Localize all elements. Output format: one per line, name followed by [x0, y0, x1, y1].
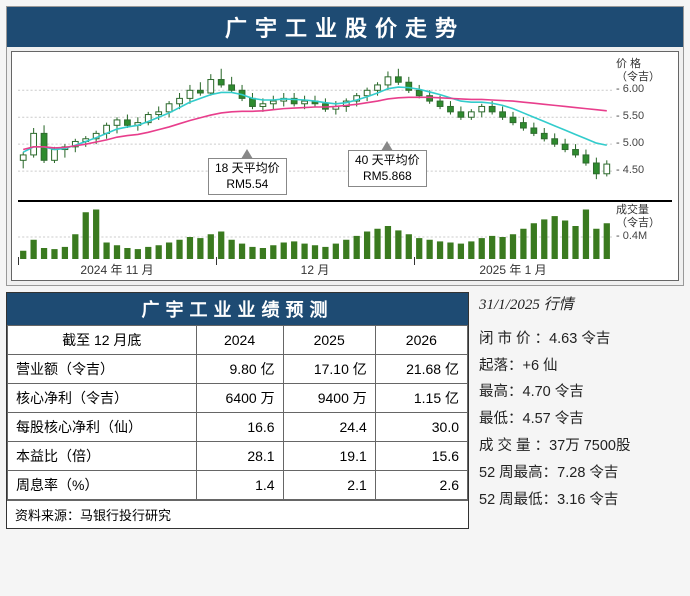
row-value: 24.4 [283, 413, 375, 442]
row-value: 1.4 [196, 471, 283, 500]
row-value: 19.1 [283, 442, 375, 471]
ma40-label-value: RM5.868 [355, 169, 420, 185]
price-ytick: - 5.00 [616, 137, 644, 149]
forecast-table-title: 广宇工业业绩预测 [7, 293, 468, 325]
volume-ytick: - 0.4M [616, 230, 647, 242]
quote-panel: 31/1/2025 行情 闭 市 价 ：4.63 令吉起落：+6 仙最高：4.7… [479, 292, 684, 529]
quote-line: 闭 市 价 ：4.63 令吉 [479, 326, 684, 353]
forecast-source: 资料来源：马银行投行研究 [7, 500, 468, 528]
x-tick: 12 月 [216, 261, 414, 278]
row-value: 2.1 [283, 471, 375, 500]
chart-divider [18, 200, 672, 202]
table-header: 2026 [375, 326, 467, 355]
table-row: 核心净利（令吉）6400 万9400 万1.15 亿 [8, 384, 468, 413]
chart-container: 18 天平均价 RM5.54 40 天平均价 RM5.868 价 格 （令吉） … [11, 51, 679, 281]
table-header: 截至 12 月底 [8, 326, 197, 355]
price-ytick: - 5.50 [616, 110, 644, 122]
row-label: 营业额（令吉） [8, 355, 197, 384]
row-value: 21.68 亿 [375, 355, 467, 384]
forecast-table: 截至 12 月底202420252026 营业额（令吉）9.80 亿17.10 … [7, 325, 468, 500]
quote-line: 起落：+6 仙 [479, 353, 684, 380]
row-value: 9.80 亿 [196, 355, 283, 384]
volume-chart [18, 204, 612, 259]
volume-y-axis: 成交量 （令吉） - 0.4M [612, 204, 672, 259]
quote-line: 成 交 量 ：37万 7500股 [479, 433, 684, 460]
x-tick: 2024 年 11 月 [18, 261, 216, 278]
table-header: 2025 [283, 326, 375, 355]
price-ytick: - 6.00 [616, 83, 644, 95]
row-label: 周息率（%） [8, 471, 197, 500]
row-value: 15.6 [375, 442, 467, 471]
ma18-label-value: RM5.54 [215, 177, 280, 193]
ma18-annotation: 18 天平均价 RM5.54 [208, 158, 287, 195]
quote-line: 最低：4.57 令吉 [479, 406, 684, 433]
table-header: 2024 [196, 326, 283, 355]
row-value: 17.10 亿 [283, 355, 375, 384]
table-row: 每股核心净利（仙）16.624.430.0 [8, 413, 468, 442]
x-axis: 2024 年 11 月12 月2025 年 1 月 [18, 259, 672, 278]
ma40-label-title: 40 天平均价 [355, 153, 420, 169]
vol-axis-label-1: 成交量 [616, 204, 660, 217]
row-label: 本益比（倍） [8, 442, 197, 471]
quote-line: 52 周最高：7.28 令吉 [479, 460, 684, 487]
row-value: 16.6 [196, 413, 283, 442]
row-value: 6400 万 [196, 384, 283, 413]
price-y-axis: 价 格 （令吉） - 4.50- 5.00- 5.50- 6.00 [612, 58, 672, 198]
price-chart: 18 天平均价 RM5.54 40 天平均价 RM5.868 [18, 58, 612, 198]
forecast-table-panel: 广宇工业业绩预测 截至 12 月底202420252026 营业额（令吉）9.8… [6, 292, 469, 529]
table-row: 周息率（%）1.42.12.6 [8, 471, 468, 500]
chart-panel: 广宇工业股价走势 18 天平均价 RM5.54 40 天平均价 RM5.868 [6, 6, 684, 286]
chart-title: 广宇工业股价走势 [7, 7, 683, 47]
row-label: 每股核心净利（仙） [8, 413, 197, 442]
price-ytick: - 4.50 [616, 164, 644, 176]
vol-axis-label-2: （令吉） [616, 217, 660, 230]
quote-line: 最高：4.70 令吉 [479, 379, 684, 406]
quote-line: 52 周最低：3.16 令吉 [479, 487, 684, 514]
row-value: 2.6 [375, 471, 467, 500]
table-row: 营业额（令吉）9.80 亿17.10 亿21.68 亿 [8, 355, 468, 384]
x-tick: 2025 年 1 月 [414, 261, 612, 278]
row-value: 9400 万 [283, 384, 375, 413]
row-value: 28.1 [196, 442, 283, 471]
price-axis-label-1: 价 格 [616, 58, 660, 71]
row-value: 30.0 [375, 413, 467, 442]
row-label: 核心净利（令吉） [8, 384, 197, 413]
row-value: 1.15 亿 [375, 384, 467, 413]
quote-title: 31/1/2025 行情 [479, 292, 684, 320]
table-row: 本益比（倍）28.119.115.6 [8, 442, 468, 471]
ma40-annotation: 40 天平均价 RM5.868 [348, 150, 427, 187]
ma18-label-title: 18 天平均价 [215, 161, 280, 177]
